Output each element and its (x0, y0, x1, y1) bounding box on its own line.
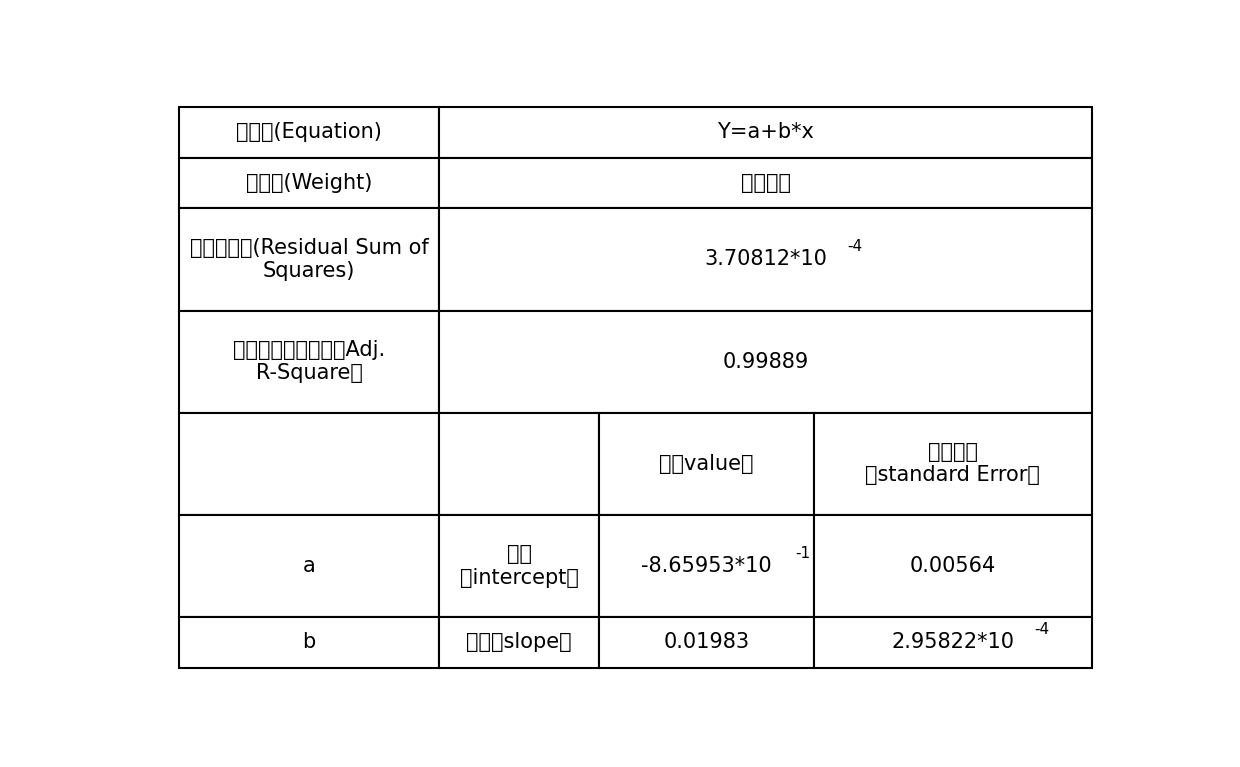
Text: 0.00564: 0.00564 (910, 556, 996, 576)
Bar (599, 515, 813, 617)
Bar (439, 209, 1092, 311)
Text: 方程式(Equation): 方程式(Equation) (236, 122, 382, 142)
Text: -4: -4 (847, 239, 862, 254)
Bar (813, 617, 1092, 668)
Bar (179, 617, 439, 668)
Text: 3.70812*10: 3.70812*10 (704, 249, 827, 269)
Text: 2.95822*10: 2.95822*10 (892, 633, 1014, 653)
Text: -8.65953*10: -8.65953*10 (641, 556, 771, 576)
Bar (179, 311, 439, 413)
Text: -4: -4 (1034, 622, 1049, 637)
Bar (439, 157, 1092, 209)
Text: 截距
（intercept）: 截距 （intercept） (460, 545, 579, 588)
Text: -1: -1 (795, 545, 811, 561)
Text: b: b (303, 633, 316, 653)
Bar (179, 107, 439, 157)
Bar (599, 617, 813, 668)
Bar (439, 617, 599, 668)
Bar (439, 107, 1092, 157)
Bar (179, 413, 439, 515)
Bar (813, 515, 1092, 617)
Text: 0.01983: 0.01983 (663, 633, 749, 653)
Bar (179, 209, 439, 311)
Text: 标准误差
（standard Error）: 标准误差 （standard Error） (866, 443, 1040, 486)
Text: 0.99889: 0.99889 (723, 351, 808, 372)
Text: 校正后的决定系数（Adj.
R-Square）: 校正后的决定系数（Adj. R-Square） (233, 340, 386, 384)
Bar (599, 413, 813, 515)
Bar (813, 413, 1092, 515)
Text: 值（value）: 值（value） (658, 454, 754, 474)
Text: a: a (303, 556, 315, 576)
Text: 斜率（slope）: 斜率（slope） (466, 633, 572, 653)
Bar (439, 413, 599, 515)
Bar (179, 515, 439, 617)
Bar (179, 157, 439, 209)
Text: 无加权值: 无加权值 (740, 173, 791, 193)
Bar (439, 311, 1092, 413)
Bar (439, 515, 599, 617)
Text: Y=a+b*x: Y=a+b*x (717, 122, 813, 142)
Text: 残差平方和(Residual Sum of
Squares): 残差平方和(Residual Sum of Squares) (190, 238, 429, 281)
Text: 加权值(Weight): 加权值(Weight) (246, 173, 372, 193)
